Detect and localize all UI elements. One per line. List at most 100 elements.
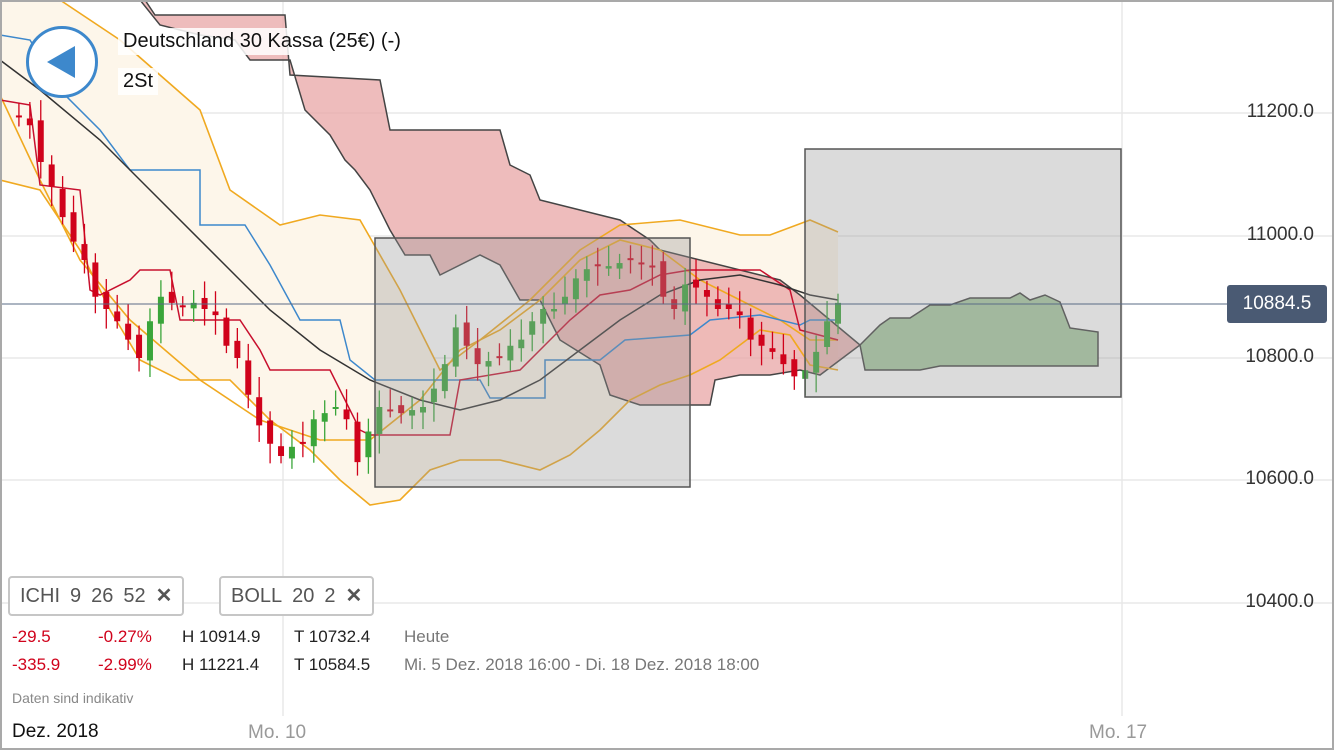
candle-up[interactable] [518,339,525,349]
candle-down[interactable] [179,305,186,308]
timeframe-label[interactable]: 2St [118,68,159,95]
candle-up[interactable] [583,269,590,281]
instrument-title: Deutschland 30 Kassa (25€) (-) [118,28,406,55]
candle-down[interactable] [15,115,22,118]
candle-up[interactable] [310,419,317,447]
candle-down[interactable] [463,322,470,346]
candle-down[interactable] [37,120,44,162]
candle-down[interactable] [780,354,787,365]
candle-down[interactable] [354,421,361,463]
candle-down[interactable] [725,304,732,309]
bollinger-upper [59,0,839,372]
change-value: -335.9 [12,655,61,674]
candle-down[interactable] [703,290,710,297]
candle-down[interactable] [278,446,285,456]
candle-down[interactable] [201,297,208,309]
x-axis-month: Dez. 2018 [2,716,109,748]
high-value: H 11221.4 [182,655,260,674]
candle-down[interactable] [299,441,306,444]
candle-down[interactable] [267,420,274,444]
candle-up[interactable] [321,413,328,422]
candle-up[interactable] [441,364,448,392]
candle-up[interactable] [452,327,459,367]
y-axis-label: 10400.0 [1245,591,1314,612]
candle-down[interactable] [638,262,645,265]
bollinger-middle [0,94,838,441]
candle-down[interactable] [343,409,350,420]
candle-down[interactable] [256,397,263,426]
candle-up[interactable] [540,309,547,324]
change-value: -29.5 [12,627,51,646]
candle-up[interactable] [190,302,197,309]
candle-up[interactable] [605,266,612,269]
candle-down[interactable] [649,265,656,268]
candle-up[interactable] [157,296,164,324]
candle-down[interactable] [168,291,175,303]
candle-down[interactable] [103,291,110,309]
candle-up[interactable] [616,263,623,269]
candle-down[interactable] [387,409,394,412]
back-button[interactable] [26,26,98,98]
candle-up[interactable] [682,284,689,312]
candle-up[interactable] [332,407,339,409]
candle-up[interactable] [288,446,295,459]
indicator-name: ICHI [20,585,60,607]
candle-up[interactable] [561,296,568,305]
candle-up[interactable] [835,302,841,324]
candle-down[interactable] [48,164,55,187]
close-icon[interactable]: ✕ [155,585,173,607]
indicator-chip-bollinger[interactable]: BOLL 20 2 ✕ [219,576,375,616]
indicator-param: 9 [70,585,82,607]
candle-up[interactable] [551,309,558,312]
candle-down[interactable] [791,359,798,377]
candle-down[interactable] [212,311,219,316]
high-value: H 10914.9 [182,627,261,646]
candle-down[interactable] [81,244,88,260]
current-price-tag: 10884.5 [1227,285,1327,323]
candle-up[interactable] [572,278,579,300]
candle-down[interactable] [59,188,66,218]
candlesticks [15,100,841,476]
candle-down[interactable] [234,340,241,358]
candle-down[interactable] [398,405,405,414]
candle-down[interactable] [747,317,754,340]
change-percent: -2.99% [98,655,152,674]
candle-down[interactable] [26,118,33,126]
indicator-chip-ichimoku[interactable]: ICHI 9 26 52 ✕ [8,576,185,616]
candle-down[interactable] [496,356,503,359]
candle-down[interactable] [769,348,776,352]
candle-down[interactable] [223,317,230,346]
candle-up[interactable] [507,345,514,361]
candle-down[interactable] [125,323,132,340]
indicator-param: 52 [123,585,146,607]
candle-up[interactable] [430,388,437,403]
candle-up[interactable] [420,407,426,413]
candle-down[interactable] [736,311,743,316]
candle-down[interactable] [136,334,143,358]
candle-down[interactable] [245,360,252,395]
candle-up[interactable] [813,351,820,373]
candle-down[interactable] [474,348,481,365]
candle-up[interactable] [146,321,153,361]
range-label: Heute [404,627,450,646]
candle-up[interactable] [824,321,831,347]
candle-up[interactable] [376,407,383,434]
candle-down[interactable] [114,311,121,322]
candle-down[interactable] [92,262,99,297]
y-axis-label: 11000.0 [1246,224,1314,245]
bollinger-lower [0,179,839,506]
indicator-param: 2 [324,585,336,607]
candle-down[interactable] [70,212,77,242]
candle-up[interactable] [529,321,536,335]
candle-down[interactable] [693,279,700,288]
candle-up[interactable] [485,361,492,367]
candle-down[interactable] [660,261,667,297]
candle-down[interactable] [758,334,765,346]
close-icon[interactable]: ✕ [345,585,363,607]
candle-down[interactable] [594,264,601,267]
candle-up[interactable] [365,431,372,458]
candle-up[interactable] [409,410,416,416]
candle-down[interactable] [627,258,634,261]
low-value: T 10584.5 [294,655,371,674]
